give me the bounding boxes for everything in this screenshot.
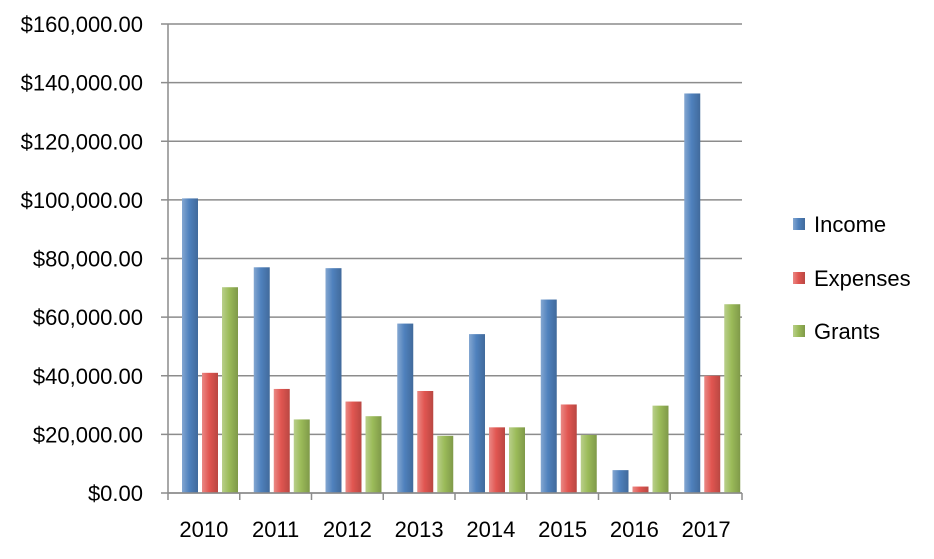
bar-income-2011 bbox=[253, 267, 270, 493]
bar-group-2013 bbox=[397, 323, 454, 493]
legend-swatch bbox=[793, 218, 805, 230]
y-tick-label: $120,000.00 bbox=[21, 129, 143, 154]
bar-group-2012 bbox=[325, 268, 382, 493]
x-tick-label: 2017 bbox=[682, 517, 731, 542]
legend-label: Grants bbox=[814, 319, 880, 344]
bar-group-2010 bbox=[182, 198, 238, 494]
x-tick-label: 2013 bbox=[395, 517, 444, 542]
bar-grants-2010 bbox=[222, 287, 238, 493]
bar-income-2012 bbox=[325, 268, 342, 493]
y-tick-label: $100,000.00 bbox=[21, 188, 143, 213]
legend-swatch bbox=[793, 325, 805, 337]
bar-grants-2017 bbox=[724, 304, 741, 493]
bar-expenses-2015 bbox=[560, 404, 577, 493]
y-tick-label: $20,000.00 bbox=[33, 422, 143, 447]
bar-group-2011 bbox=[253, 267, 310, 493]
bar-grants-2012 bbox=[365, 416, 382, 493]
y-tick-label: $160,000.00 bbox=[21, 12, 143, 37]
bar-group-2015 bbox=[540, 299, 597, 493]
bar-income-2017 bbox=[684, 93, 701, 493]
bar-income-2010 bbox=[182, 198, 198, 494]
bar-grants-2014 bbox=[509, 427, 525, 493]
bar-expenses-2014 bbox=[489, 427, 505, 493]
bar-income-2013 bbox=[397, 323, 414, 493]
bar-expenses-2011 bbox=[273, 388, 290, 493]
bar-income-2014 bbox=[469, 334, 485, 493]
bar-grants-2011 bbox=[293, 419, 310, 493]
y-tick-label: $140,000.00 bbox=[21, 71, 143, 96]
bar-income-2015 bbox=[540, 299, 557, 493]
legend-label: Income bbox=[814, 212, 886, 237]
bar-grants-2013 bbox=[437, 435, 454, 493]
bar-expenses-2017 bbox=[704, 375, 721, 493]
bar-expenses-2012 bbox=[345, 401, 362, 493]
bar-group-2017 bbox=[684, 93, 741, 493]
y-tick-label: $60,000.00 bbox=[33, 305, 143, 330]
x-tick-label: 2014 bbox=[466, 517, 515, 542]
bar-expenses-2013 bbox=[417, 390, 434, 493]
bars bbox=[182, 93, 741, 494]
legend: Income Expenses Grants bbox=[793, 212, 911, 344]
x-tick-label: 2011 bbox=[252, 517, 299, 542]
x-axis-tick-labels: 2010 2011 2012 2013 2014 2015 2016 2017 bbox=[167, 493, 743, 542]
bar-group-2014 bbox=[469, 334, 525, 493]
x-tick-label: 2012 bbox=[323, 517, 372, 542]
legend-item-grants: Grants bbox=[793, 319, 880, 344]
x-tick-label: 2010 bbox=[179, 517, 228, 542]
legend-swatch bbox=[793, 272, 805, 284]
legend-item-expenses: Expenses bbox=[793, 266, 911, 291]
legend-item-income: Income bbox=[793, 212, 886, 237]
bar-grants-2015 bbox=[580, 434, 597, 493]
x-tick-label: 2016 bbox=[610, 517, 659, 542]
y-axis-tick-labels: $0.00 $20,000.00 $40,000.00 $60,000.00 $80,0… bbox=[21, 12, 143, 506]
x-tick-label: 2015 bbox=[538, 517, 587, 542]
y-tick-label: $0.00 bbox=[88, 481, 143, 506]
bar-income-2016 bbox=[612, 470, 629, 493]
y-tick-label: $40,000.00 bbox=[33, 364, 143, 389]
y-tick-label: $80,000.00 bbox=[33, 247, 143, 272]
legend-label: Expenses bbox=[814, 266, 911, 291]
bar-group-2016 bbox=[612, 405, 669, 493]
bar-grants-2016 bbox=[652, 405, 669, 493]
bar-expenses-2016 bbox=[632, 486, 649, 493]
bar-expenses-2010 bbox=[202, 372, 218, 493]
